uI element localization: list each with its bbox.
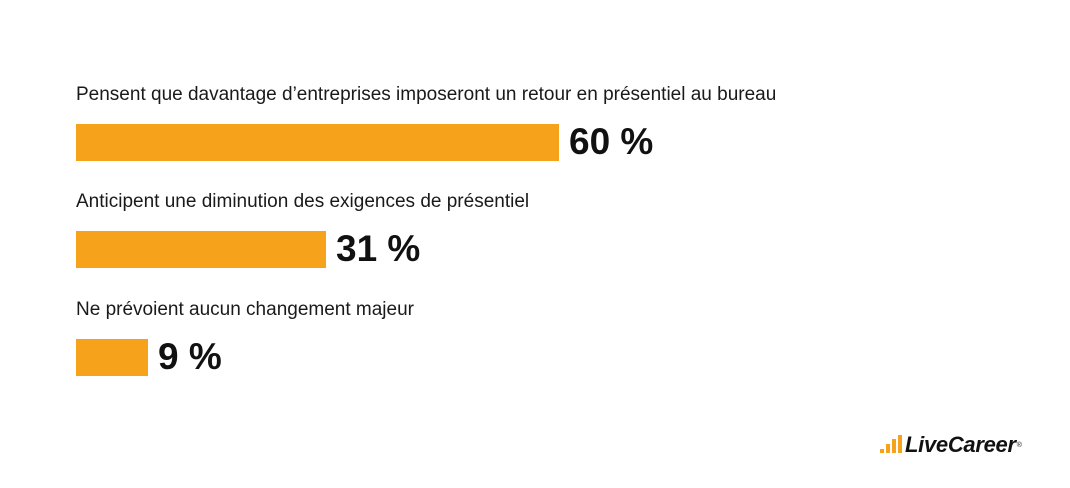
livecareer-logo: LiveCareer ® (880, 431, 1022, 459)
data-label: 60 % (569, 121, 654, 162)
livecareer-bars-icon (880, 435, 902, 455)
category-label: Ne prévoient aucun changement majeur (76, 299, 414, 320)
livecareer-logo-text: LiveCareer (905, 432, 1016, 457)
registered-mark: ® (1016, 441, 1022, 449)
bar (76, 231, 326, 268)
data-label: 31 % (336, 228, 421, 269)
data-label: 9 % (158, 336, 222, 377)
category-label: Anticipent une diminution des exigences … (76, 191, 530, 212)
bar (76, 339, 148, 376)
bar (76, 124, 559, 161)
category-label: Pensent que davantage d’entreprises impo… (76, 84, 777, 105)
